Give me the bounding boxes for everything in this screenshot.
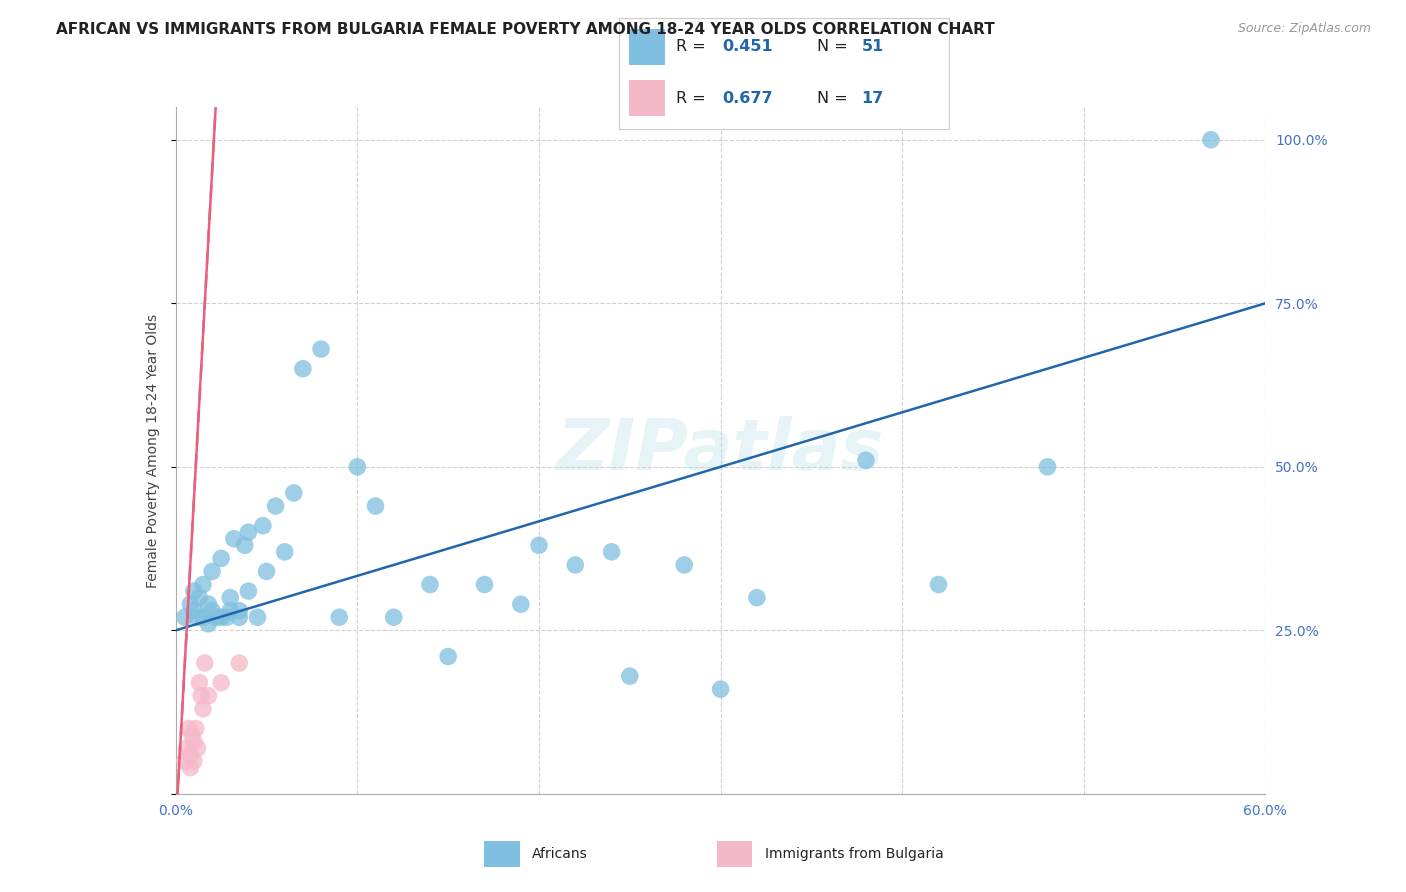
Point	[215, 610, 238, 624]
Point	[191, 702, 214, 716]
Point	[745, 591, 768, 605]
Point	[181, 728, 204, 742]
Point	[173, 610, 195, 624]
Text: AFRICAN VS IMMIGRANTS FROM BULGARIA FEMALE POVERTY AMONG 18-24 YEAR OLDS CORRELA: AFRICAN VS IMMIGRANTS FROM BULGARIA FEMA…	[56, 22, 995, 37]
Point	[191, 610, 214, 624]
Point	[209, 551, 232, 566]
Point	[855, 453, 877, 467]
Point	[179, 761, 201, 775]
Point	[186, 610, 209, 624]
Point	[219, 591, 242, 605]
Point	[209, 675, 232, 690]
Point	[710, 682, 733, 697]
Point	[1036, 459, 1059, 474]
Point	[183, 754, 205, 768]
Point	[437, 649, 460, 664]
Point	[246, 610, 269, 624]
Point	[197, 689, 219, 703]
Point	[197, 616, 219, 631]
Point	[233, 538, 256, 552]
Point	[309, 342, 332, 356]
Point	[179, 747, 201, 762]
Point	[194, 656, 217, 670]
Point	[328, 610, 350, 624]
Point	[252, 518, 274, 533]
Point	[364, 499, 387, 513]
Point	[219, 604, 242, 618]
Point	[179, 597, 201, 611]
Text: ZIPatlas: ZIPatlas	[557, 416, 884, 485]
Point	[673, 558, 696, 572]
Point	[183, 734, 205, 748]
Point	[204, 610, 226, 624]
Point	[474, 577, 496, 591]
Point	[173, 754, 195, 768]
Point	[201, 565, 224, 579]
Point	[201, 604, 224, 618]
Point	[190, 689, 212, 703]
Point	[183, 584, 205, 599]
Point	[346, 459, 368, 474]
Point	[228, 656, 250, 670]
Point	[619, 669, 641, 683]
Point	[222, 532, 245, 546]
Point	[564, 558, 586, 572]
Point	[283, 486, 305, 500]
Point	[274, 545, 297, 559]
Point	[291, 361, 314, 376]
Point	[176, 741, 198, 756]
Point	[228, 610, 250, 624]
Point	[264, 499, 287, 513]
Point	[186, 741, 209, 756]
Point	[382, 610, 405, 624]
Point	[188, 591, 211, 605]
Point	[183, 604, 205, 618]
Point	[197, 597, 219, 611]
Point	[1199, 133, 1222, 147]
Y-axis label: Female Poverty Among 18-24 Year Olds: Female Poverty Among 18-24 Year Olds	[146, 313, 160, 588]
Point	[509, 597, 531, 611]
Point	[928, 577, 950, 591]
Point	[238, 525, 260, 540]
Point	[228, 604, 250, 618]
Point	[209, 610, 232, 624]
Point	[177, 722, 200, 736]
Point	[600, 545, 623, 559]
Point	[191, 577, 214, 591]
Point	[527, 538, 550, 552]
Text: Source: ZipAtlas.com: Source: ZipAtlas.com	[1237, 22, 1371, 36]
Point	[184, 722, 207, 736]
Point	[188, 675, 211, 690]
Point	[238, 584, 260, 599]
Point	[419, 577, 441, 591]
Point	[256, 565, 278, 579]
